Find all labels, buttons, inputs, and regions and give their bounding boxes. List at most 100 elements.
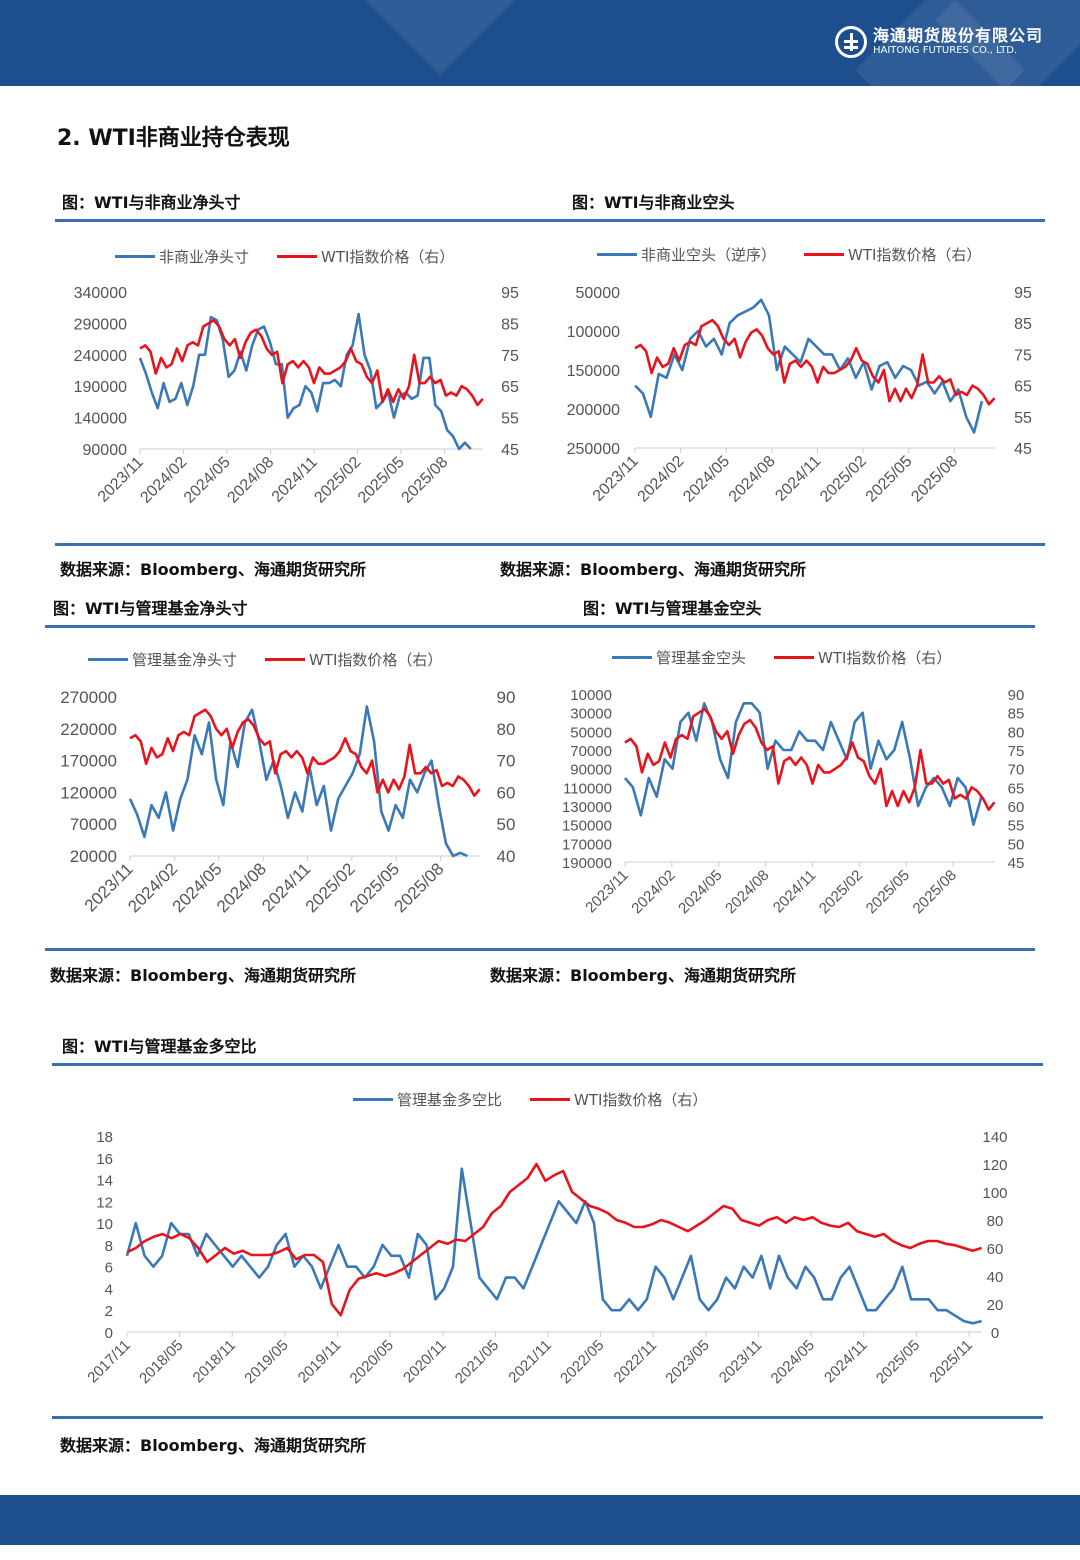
- legend-item: 管理基金多空比: [353, 1089, 502, 1110]
- x-tick-label: 2024/05: [680, 453, 733, 506]
- x-tick-label: 2025/05: [355, 454, 408, 507]
- right-axis-tick-label: 20: [987, 1297, 1004, 1314]
- left-axis-tick-label: 90000: [570, 762, 612, 779]
- x-tick-label: 2021/05: [452, 1337, 502, 1387]
- right-axis-tick-label: 100: [982, 1185, 1007, 1202]
- x-tick-label: 2024/02: [628, 867, 678, 917]
- left-axis-tick-label: 12: [96, 1194, 113, 1211]
- legend-label: 管理基金净头寸: [132, 651, 238, 669]
- chart-title: 图：WTI与管理基金多空比: [62, 1037, 257, 1056]
- red-series-line: [624, 707, 996, 812]
- page-header: 海通期货股份有限公司 HAITONG FUTURES CO., LTD.: [0, 0, 1080, 86]
- x-tick-label: 2025/08: [398, 454, 451, 507]
- legend-item: 非商业净头寸: [115, 246, 249, 267]
- legend-item: 管理基金空头: [612, 647, 746, 668]
- x-tick-label: 2024/02: [635, 453, 688, 506]
- divider: [55, 543, 1045, 546]
- right-axis-tick-label: 55: [1008, 818, 1025, 835]
- right-axis-tick-label: 80: [987, 1213, 1004, 1230]
- left-axis-tick-label: 150000: [567, 363, 620, 380]
- chart-title: 图：WTI与管理基金空头: [583, 599, 762, 618]
- left-axis-tick-label: 30000: [570, 706, 612, 723]
- blue-series-line: [624, 701, 983, 827]
- chart-legend: 非商业空头（逆序） WTI指数价格（右）: [597, 244, 1009, 265]
- left-axis-tick-label: 100000: [567, 324, 620, 341]
- chart-title: 图：WTI与非商业净头寸: [62, 193, 241, 212]
- right-axis-tick-label: 45: [1014, 441, 1032, 458]
- legend-label: WTI指数价格（右）: [321, 248, 455, 266]
- x-tick-label: 2024/05: [675, 867, 725, 917]
- divider: [55, 219, 1045, 222]
- left-axis-tick-label: 10: [96, 1216, 113, 1233]
- source-note: 数据来源：Bloomberg、海通期货研究所: [60, 560, 366, 579]
- left-axis-tick-label: 4: [105, 1281, 113, 1298]
- source-note: 数据来源：Bloomberg、海通期货研究所: [60, 1436, 366, 1455]
- x-tick-label: 2024/11: [772, 453, 824, 505]
- x-tick-label: 2025/08: [910, 867, 960, 917]
- left-axis-tick-label: 10000: [570, 687, 612, 704]
- chart-legend: 管理基金多空比 WTI指数价格（右）: [353, 1089, 735, 1110]
- x-tick-label: 2025/02: [311, 454, 364, 507]
- x-tick-label: 2025/08: [391, 859, 448, 916]
- right-axis-tick-label: 85: [1014, 316, 1032, 333]
- source-note: 数据来源：Bloomberg、海通期货研究所: [50, 966, 356, 985]
- divider: [45, 625, 1035, 628]
- right-axis-tick-label: 90: [1008, 687, 1025, 704]
- left-axis-tick-label: 20000: [70, 847, 117, 866]
- left-axis-tick-label: 6: [105, 1260, 113, 1277]
- legend-item: WTI指数价格（右）: [804, 244, 981, 265]
- left-axis-tick-label: 14: [96, 1173, 113, 1190]
- right-axis-tick-label: 120: [982, 1157, 1007, 1174]
- legend-label: WTI指数价格（右）: [848, 246, 982, 264]
- legend-label: 非商业空头（逆序）: [641, 246, 777, 264]
- right-axis-tick-label: 40: [987, 1269, 1004, 1286]
- right-axis-tick-label: 60: [497, 783, 516, 802]
- left-axis-tick-label: 290000: [74, 316, 127, 333]
- right-axis-tick-label: 40: [497, 847, 516, 866]
- x-tick-label: 2024/02: [137, 454, 190, 507]
- x-tick-label: 2024/08: [224, 454, 277, 507]
- x-tick-label: 2019/11: [295, 1337, 345, 1387]
- right-axis-tick-label: 45: [1008, 855, 1025, 872]
- left-axis-tick-label: 190000: [562, 855, 612, 872]
- x-tick-label: 2024/08: [726, 453, 779, 506]
- left-axis-tick-label: 170000: [60, 752, 117, 771]
- x-tick-label: 2023/11: [95, 454, 147, 506]
- blue-series-line: [125, 1167, 982, 1325]
- x-tick-label: 2025/02: [816, 867, 866, 917]
- right-axis-tick-label: 85: [501, 316, 519, 333]
- right-axis-tick-label: 45: [501, 442, 519, 459]
- chart-title: 图：WTI与管理基金净头寸: [53, 599, 248, 618]
- left-axis-tick-label: 70000: [70, 815, 117, 834]
- x-tick-label: 2022/05: [557, 1337, 607, 1387]
- right-axis-tick-label: 50: [497, 815, 516, 834]
- red-series-line: [126, 1162, 982, 1317]
- source-note: 数据来源：Bloomberg、海通期货研究所: [500, 560, 806, 579]
- left-axis-tick-label: 0: [105, 1325, 113, 1342]
- left-axis-tick-label: 340000: [74, 285, 127, 302]
- left-axis-tick-label: 130000: [562, 799, 612, 816]
- left-axis-tick-label: 120000: [60, 783, 117, 802]
- x-tick-label: 2024/08: [722, 867, 772, 917]
- x-tick-label: 2024/11: [269, 454, 321, 506]
- left-axis-tick-label: 70000: [570, 743, 612, 760]
- right-axis-tick-label: 65: [501, 379, 519, 396]
- left-axis-tick-label: 18: [96, 1129, 113, 1146]
- divider: [52, 1416, 1043, 1419]
- x-tick-label: 2025/08: [908, 453, 961, 506]
- legend-item: WTI指数价格（右）: [277, 246, 454, 267]
- right-axis-tick-label: 80: [1008, 724, 1025, 741]
- red-series-line: [139, 318, 484, 407]
- chart-legend: 管理基金空头 WTI指数价格（右）: [612, 647, 979, 668]
- divider: [45, 948, 1035, 951]
- blue-series-line: [138, 312, 472, 451]
- left-axis-tick-label: 150000: [562, 818, 612, 835]
- x-tick-label: 2020/11: [400, 1337, 450, 1387]
- x-tick-label: 2018/05: [136, 1337, 186, 1387]
- x-tick-label: 2025/05: [863, 453, 916, 506]
- left-axis-tick-label: 140000: [74, 411, 127, 428]
- left-axis-tick-label: 270000: [60, 688, 117, 707]
- left-axis-tick-label: 8: [105, 1238, 113, 1255]
- right-axis-tick-label: 55: [501, 411, 519, 428]
